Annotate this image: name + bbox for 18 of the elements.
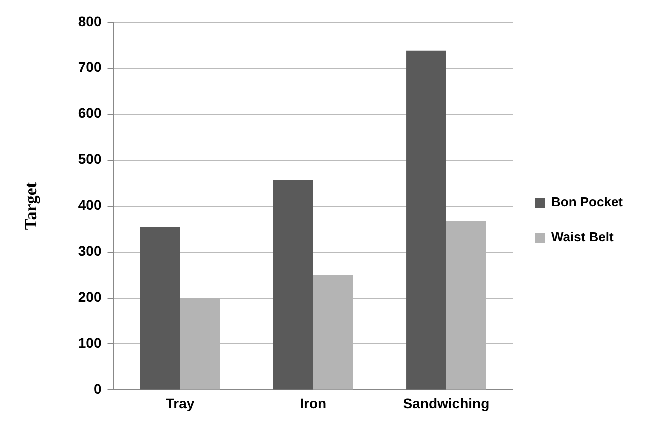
y-tick-label: 800 [78, 13, 102, 30]
bar [406, 50, 446, 390]
x-tick-label: Tray [166, 395, 195, 412]
y-tick-label: 500 [78, 151, 102, 168]
y-tick-label: 400 [78, 197, 102, 214]
y-tick-label: 200 [78, 289, 102, 306]
legend-label: Waist Belt [551, 230, 615, 245]
bar [273, 180, 314, 390]
y-tick-label: 0 [94, 381, 102, 398]
x-tick-label: Sandwiching [403, 395, 490, 412]
y-tick-label: 700 [78, 59, 102, 76]
y-tick-label: 100 [78, 335, 102, 352]
y-axis-title: Target [22, 182, 41, 230]
bar [140, 226, 180, 390]
y-tick-label: 600 [78, 105, 102, 122]
legend-label: Bon Pocket [551, 194, 624, 210]
x-tick-label: Iron [300, 395, 327, 412]
y-tick-label: 300 [78, 243, 102, 260]
